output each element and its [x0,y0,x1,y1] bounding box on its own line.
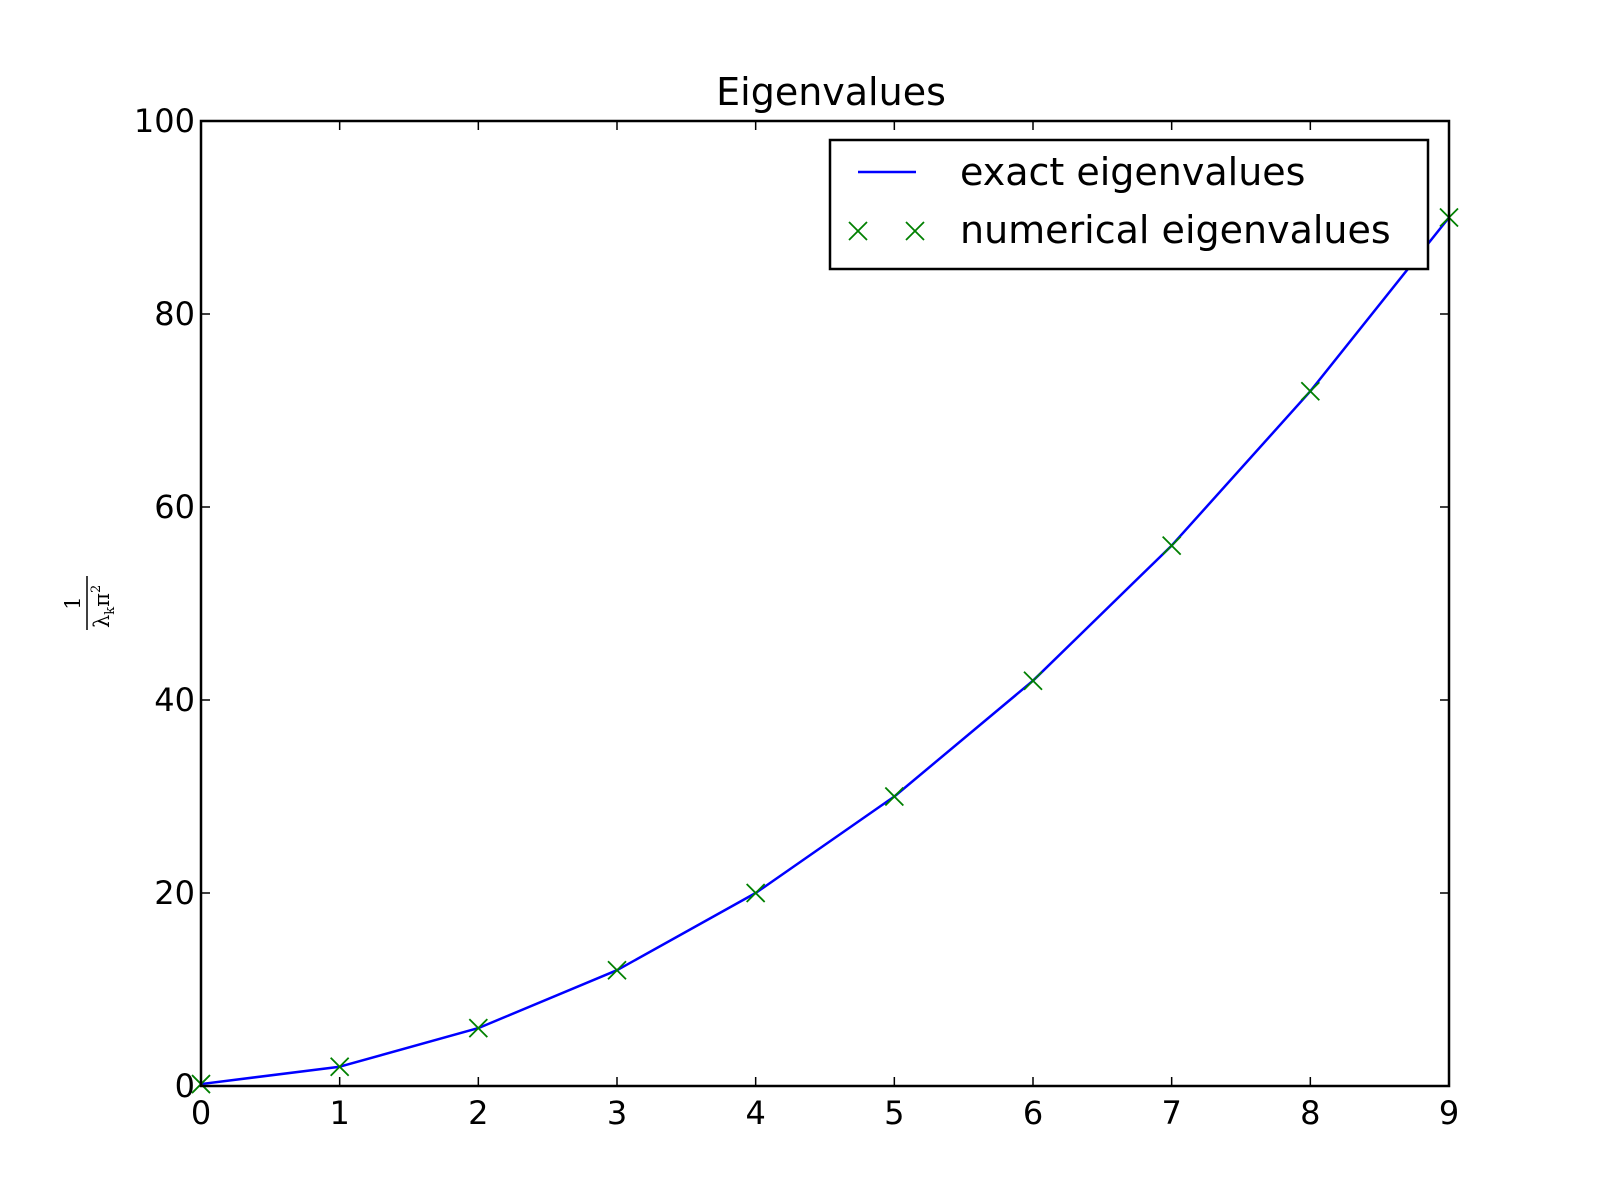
plot-content [191,207,1459,1094]
x-tick-label: 8 [1300,1094,1320,1132]
x-tick-label: 1 [329,1094,349,1132]
data-point-numerical [607,960,627,980]
data-point-numerical [1023,671,1043,691]
y-label-denominator: λkπ2 [89,585,118,628]
x-tick-label: 2 [468,1094,488,1132]
legend-label-numerical: numerical eigenvalues [960,208,1391,252]
x-tick-label: 4 [745,1094,765,1132]
series-line-exact [200,216,1450,1086]
chart-title: Eigenvalues [716,70,946,114]
y-label-numerator: 1 [61,596,85,609]
legend-box [828,138,1430,271]
data-point-numerical [1162,535,1182,556]
data-point-numerical [746,883,766,903]
plot-frame [199,119,1451,1088]
data-point-numerical [468,1018,488,1038]
data-point-numerical [884,786,904,807]
y-axis-label: 1 λkπ2 [61,576,118,630]
y-axis-ticks: 0 20 40 60 80 100 [134,102,1449,1105]
x-tick-label: 7 [1161,1094,1181,1132]
y-label-exponent: 2 [89,585,104,593]
legend-label-exact: exact eigenvalues [960,150,1305,194]
legend: exact eigenvalues numerical eigenvalues [828,138,1430,271]
x-tick-label: 6 [1023,1094,1043,1132]
y-tick-label: 40 [154,681,195,719]
legend-marker-2 [905,221,925,241]
y-tick-label: 60 [154,488,195,526]
x-tick-label: 9 [1439,1094,1459,1132]
y-tick-label: 80 [154,295,195,333]
x-tick-label: 5 [884,1094,904,1132]
y-label-subscript: k [103,607,118,615]
x-tick-label: 3 [607,1094,627,1132]
y-label-pi: π [90,593,114,607]
y-tick-label: 100 [134,102,195,140]
legend-marker-1 [848,221,868,241]
data-point-numerical [330,1057,350,1077]
data-point-numerical [1300,381,1320,401]
x-tick-label: 0 [191,1094,211,1132]
y-tick-label: 0 [175,1067,195,1105]
y-label-lambda: λ [90,615,114,628]
x-axis-ticks: 0 1 2 3 4 5 6 7 8 9 [191,121,1459,1132]
y-tick-label: 20 [154,874,195,912]
